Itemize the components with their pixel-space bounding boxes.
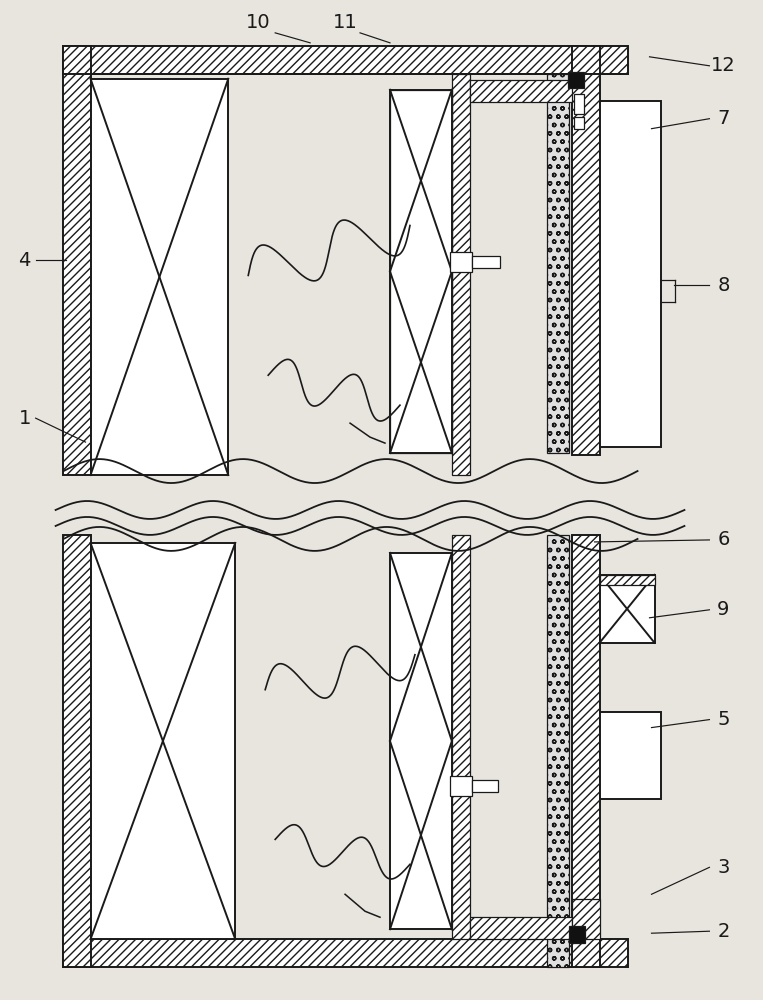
Text: 6: 6 — [717, 530, 729, 549]
Text: 5: 5 — [717, 710, 729, 729]
Text: 8: 8 — [717, 276, 729, 295]
Bar — [390, 90, 452, 453]
Bar — [63, 939, 627, 967]
Bar — [574, 94, 584, 114]
Bar — [568, 72, 584, 88]
Bar — [63, 46, 91, 475]
Text: 10: 10 — [246, 13, 271, 32]
Bar — [600, 575, 655, 585]
Bar — [600, 101, 662, 447]
Text: 11: 11 — [333, 13, 357, 32]
Bar — [470, 917, 571, 939]
Bar — [547, 74, 568, 453]
Bar — [571, 46, 600, 455]
Bar — [91, 79, 228, 475]
Bar — [452, 74, 470, 475]
Text: 1: 1 — [18, 409, 31, 428]
Text: 4: 4 — [18, 251, 31, 270]
Bar — [452, 535, 470, 939]
Bar — [450, 776, 472, 796]
Bar — [600, 712, 662, 799]
Text: 7: 7 — [717, 109, 729, 128]
Bar — [450, 252, 472, 272]
Bar — [472, 780, 497, 792]
Bar — [390, 553, 452, 929]
Text: 2: 2 — [717, 922, 729, 941]
Text: 9: 9 — [717, 600, 729, 619]
Bar — [470, 80, 571, 102]
Text: 3: 3 — [717, 858, 729, 877]
Text: 12: 12 — [711, 56, 736, 75]
Bar — [600, 575, 655, 643]
Bar — [63, 46, 627, 74]
Bar — [571, 535, 600, 967]
Bar — [568, 926, 584, 943]
Bar — [91, 543, 235, 939]
Bar — [63, 535, 91, 967]
Bar — [571, 899, 600, 939]
Bar — [574, 117, 584, 129]
Bar — [390, 90, 452, 453]
Bar — [472, 256, 500, 268]
Bar — [547, 535, 568, 967]
